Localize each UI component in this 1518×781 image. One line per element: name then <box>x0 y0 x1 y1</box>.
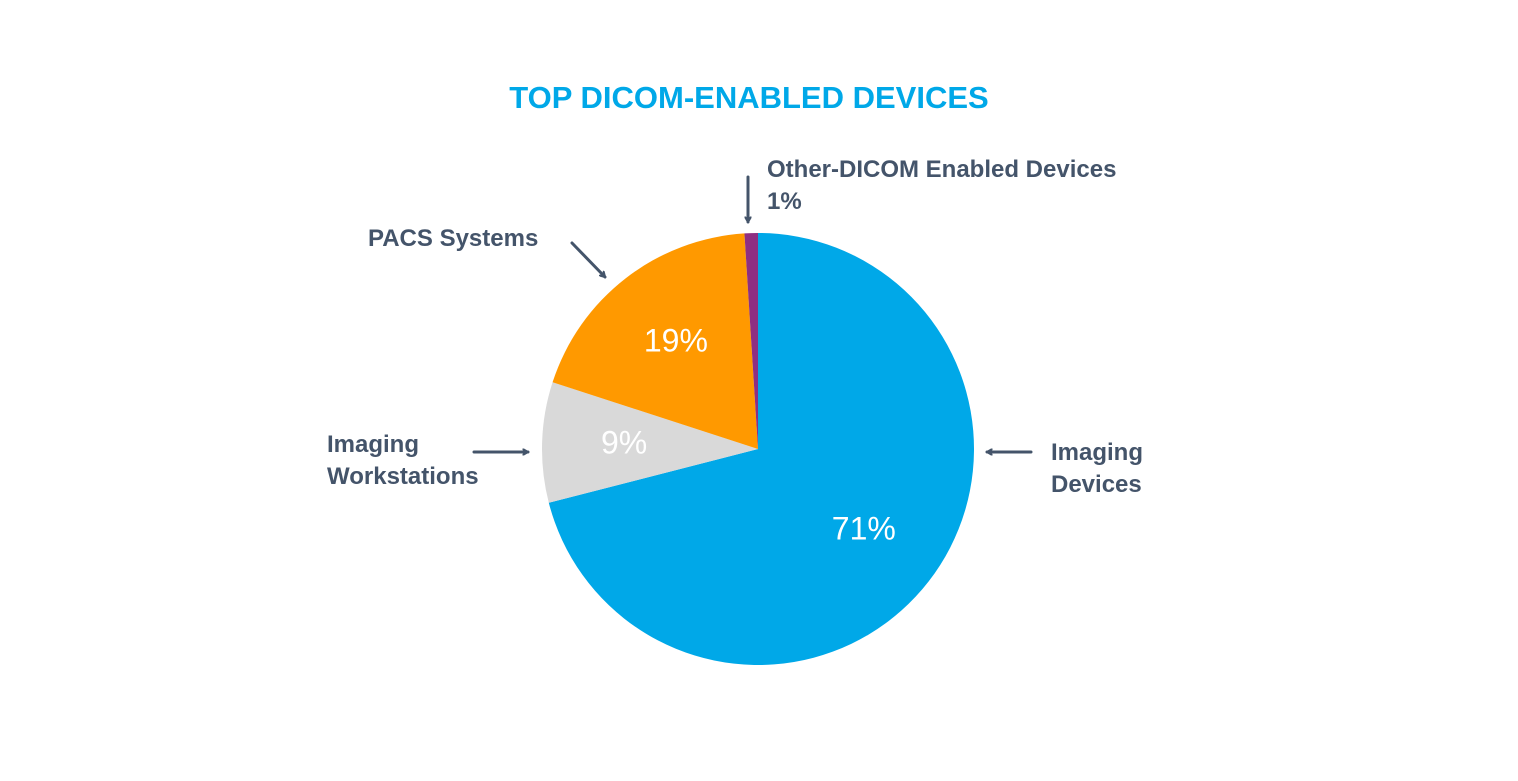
label-pacs-systems: PACS Systems <box>368 225 538 252</box>
arrow-pacs-systems <box>570 241 607 279</box>
label-other-dicom-line-2: 1% <box>767 188 802 215</box>
label-imaging-devices-line-1: Imaging <box>1051 439 1143 466</box>
pie-slice-imaging-devices <box>548 232 975 666</box>
pie-slices <box>542 232 975 666</box>
label-imaging-workstations-line-1: Imaging <box>327 431 419 458</box>
pie-slice-pacs-systems <box>552 233 758 449</box>
pie-value-label-pacs-systems: 19% <box>644 323 708 359</box>
label-other-dicom: Other-DICOM Enabled Devices 1% <box>767 156 1123 215</box>
label-imaging-workstations-line-2: Workstations <box>327 463 479 490</box>
label-imaging-devices: Imaging Devices <box>1051 439 1150 498</box>
pie-value-labels: 71% 9% 19% <box>601 323 896 547</box>
label-other-dicom-line-1: Other-DICOM Enabled Devices <box>767 156 1116 183</box>
chart-title: TOP DICOM-ENABLED DEVICES <box>509 80 988 115</box>
pie-value-label-imaging-workstations: 9% <box>601 424 647 460</box>
pie-slice-other-dicom-enabled-devices <box>744 233 758 449</box>
label-imaging-devices-line-2: Devices <box>1051 471 1142 498</box>
pie-slice-imaging-workstations <box>542 382 758 503</box>
pie-value-label-imaging-devices: 71% <box>832 511 896 547</box>
label-imaging-workstations: Imaging Workstations <box>327 431 479 490</box>
